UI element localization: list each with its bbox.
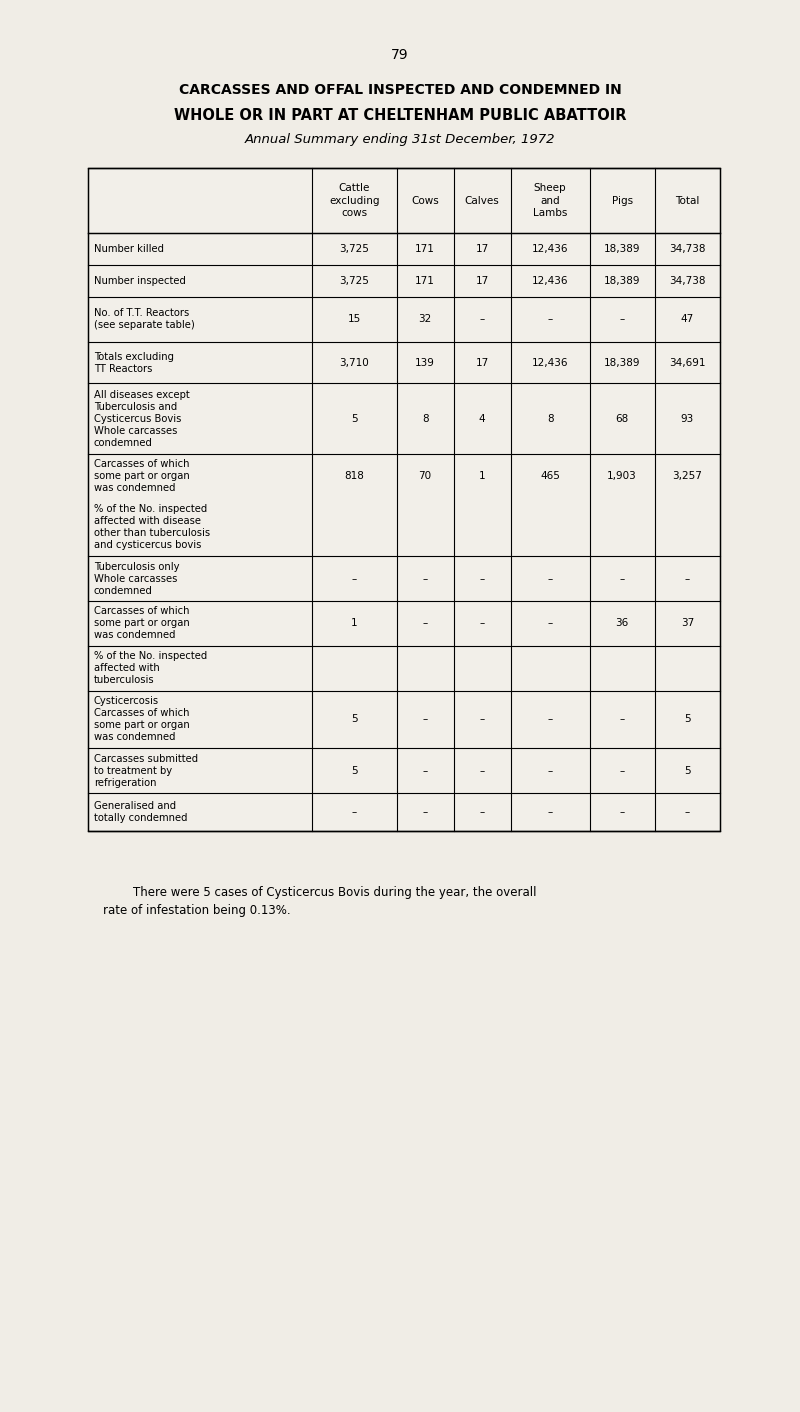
Text: Number killed: Number killed [94,244,164,254]
Text: 1,903: 1,903 [607,472,637,481]
Text: –: – [685,808,690,818]
Text: 465: 465 [540,472,560,481]
Text: % of the No. inspected
affected with disease
other than tuberculosis
and cystice: % of the No. inspected affected with dis… [94,504,210,551]
Text: 8: 8 [547,414,554,424]
Text: 5: 5 [351,765,358,775]
Text: 18,389: 18,389 [604,275,641,287]
Text: 79: 79 [391,48,409,62]
Text: Totals excluding
TT Reactors: Totals excluding TT Reactors [94,352,174,374]
Text: –: – [422,573,428,583]
Text: 34,738: 34,738 [669,244,706,254]
Text: 171: 171 [415,244,435,254]
Text: All diseases except
Tuberculosis and
Cysticercus Bovis
Whole carcasses
condemned: All diseases except Tuberculosis and Cys… [94,390,190,448]
Text: –: – [619,808,625,818]
Text: –: – [547,618,553,628]
Text: –: – [547,808,553,818]
Text: 70: 70 [418,472,432,481]
Text: No. of T.T. Reactors
(see separate table): No. of T.T. Reactors (see separate table… [94,308,194,330]
Text: WHOLE OR IN PART AT CHELTENHAM PUBLIC ABATTOIR: WHOLE OR IN PART AT CHELTENHAM PUBLIC AB… [174,107,626,123]
Text: –: – [547,714,553,724]
Text: 37: 37 [681,618,694,628]
Text: 17: 17 [475,275,489,287]
Text: Calves: Calves [465,195,499,206]
Bar [88,168,720,832]
Text: 5: 5 [684,714,690,724]
Text: Number inspected: Number inspected [94,275,186,287]
Text: 3,257: 3,257 [673,472,702,481]
Text: % of the No. inspected
affected with
tuberculosis: % of the No. inspected affected with tub… [94,651,207,685]
Text: 5: 5 [684,765,690,775]
Text: –: – [479,808,485,818]
Text: 5: 5 [351,414,358,424]
Text: 12,436: 12,436 [532,357,568,367]
Text: CARCASSES AND OFFAL INSPECTED AND CONDEMNED IN: CARCASSES AND OFFAL INSPECTED AND CONDEM… [178,83,622,97]
Text: –: – [422,765,428,775]
Text: Carcasses of which
some part or organ
was condemned: Carcasses of which some part or organ wa… [94,606,190,641]
Text: 34,738: 34,738 [669,275,706,287]
Text: Cows: Cows [411,195,439,206]
Text: 18,389: 18,389 [604,244,641,254]
Text: There were 5 cases of Cysticercus Bovis during the year, the overall
rate of inf: There were 5 cases of Cysticercus Bovis … [103,887,537,918]
Text: –: – [619,714,625,724]
Text: –: – [547,765,553,775]
Text: –: – [479,765,485,775]
Text: 818: 818 [345,472,365,481]
Text: –: – [422,714,428,724]
Text: –: – [547,573,553,583]
Text: Cattle
excluding
cows: Cattle excluding cows [330,184,380,217]
Text: –: – [619,573,625,583]
Text: –: – [547,315,553,325]
Text: Carcasses of which
some part or organ
was condemned: Carcasses of which some part or organ wa… [94,459,190,493]
Text: Generalised and
totally condemned: Generalised and totally condemned [94,801,187,823]
Text: –: – [479,714,485,724]
Text: –: – [422,808,428,818]
Text: 139: 139 [415,357,435,367]
Text: 18,389: 18,389 [604,357,641,367]
Text: 3,725: 3,725 [339,275,370,287]
Text: Cysticercosis
Carcasses of which
some part or organ
was condemned: Cysticercosis Carcasses of which some pa… [94,696,190,743]
Text: 17: 17 [475,357,489,367]
Text: –: – [685,573,690,583]
Text: 171: 171 [415,275,435,287]
Text: 1: 1 [351,618,358,628]
Text: Annual Summary ending 31st December, 1972: Annual Summary ending 31st December, 197… [245,134,555,147]
Text: 15: 15 [348,315,361,325]
Text: 1: 1 [479,472,486,481]
Text: –: – [619,765,625,775]
Text: 4: 4 [479,414,486,424]
Text: Pigs: Pigs [612,195,633,206]
Text: –: – [479,315,485,325]
Text: 8: 8 [422,414,429,424]
Text: 93: 93 [681,414,694,424]
Text: 3,710: 3,710 [340,357,370,367]
Text: 36: 36 [615,618,629,628]
Text: –: – [352,573,357,583]
Text: 47: 47 [681,315,694,325]
Text: 17: 17 [475,244,489,254]
Text: Total: Total [675,195,699,206]
Text: 12,436: 12,436 [532,275,568,287]
Text: –: – [479,573,485,583]
Text: 3,725: 3,725 [339,244,370,254]
Text: –: – [352,808,357,818]
Text: –: – [479,618,485,628]
Text: 12,436: 12,436 [532,244,568,254]
Text: –: – [619,315,625,325]
Text: 5: 5 [351,714,358,724]
Text: Tuberculosis only
Whole carcasses
condemned: Tuberculosis only Whole carcasses condem… [94,562,179,596]
Text: Sheep
and
Lambs: Sheep and Lambs [533,184,567,217]
Text: 32: 32 [418,315,432,325]
Text: 68: 68 [615,414,629,424]
Text: Carcasses submitted
to treatment by
refrigeration: Carcasses submitted to treatment by refr… [94,754,198,788]
Text: 34,691: 34,691 [669,357,706,367]
Text: –: – [422,618,428,628]
